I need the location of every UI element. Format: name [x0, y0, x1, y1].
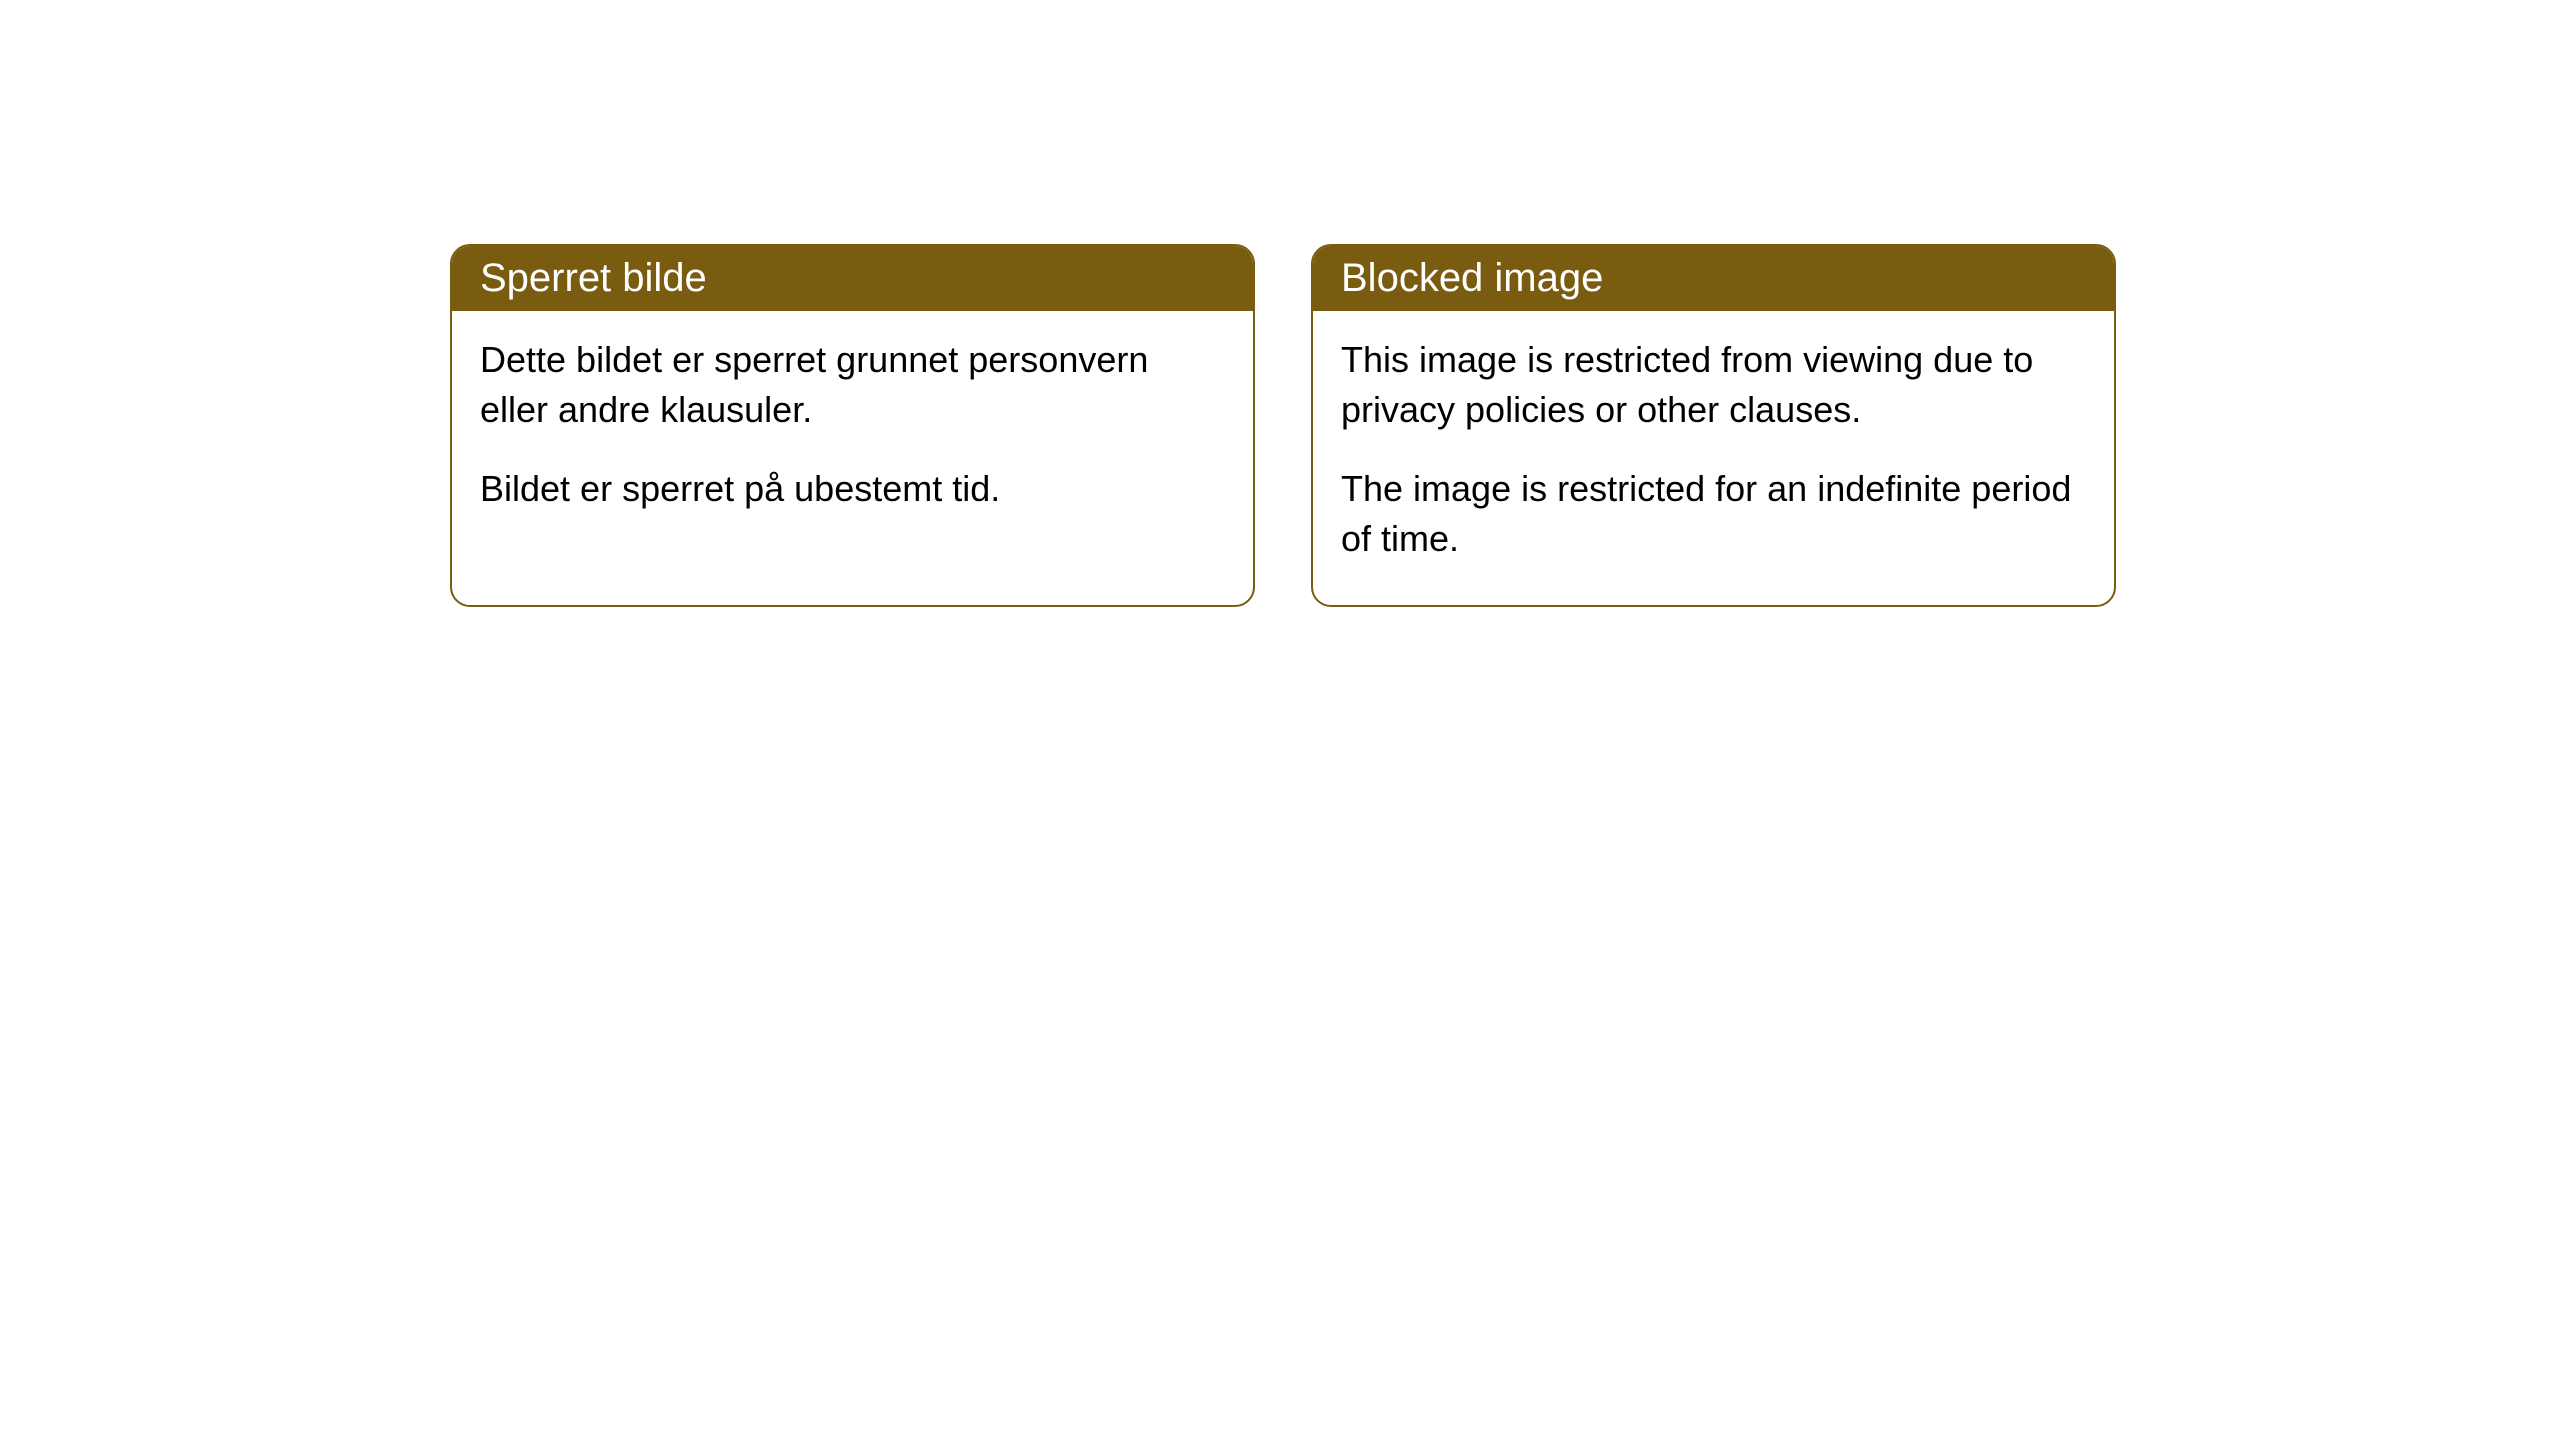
card-title: Sperret bilde [480, 256, 707, 300]
notice-card-norwegian: Sperret bilde Dette bildet er sperret gr… [450, 244, 1255, 607]
notice-card-english: Blocked image This image is restricted f… [1311, 244, 2116, 607]
card-title: Blocked image [1341, 256, 1603, 300]
card-paragraph: Dette bildet er sperret grunnet personve… [480, 335, 1225, 436]
card-body: This image is restricted from viewing du… [1313, 311, 2114, 605]
card-header: Blocked image [1313, 246, 2114, 311]
card-body: Dette bildet er sperret grunnet personve… [452, 311, 1253, 554]
notice-cards-container: Sperret bilde Dette bildet er sperret gr… [450, 244, 2116, 607]
card-paragraph: This image is restricted from viewing du… [1341, 335, 2086, 436]
card-header: Sperret bilde [452, 246, 1253, 311]
card-paragraph: The image is restricted for an indefinit… [1341, 464, 2086, 565]
card-paragraph: Bildet er sperret på ubestemt tid. [480, 464, 1225, 514]
